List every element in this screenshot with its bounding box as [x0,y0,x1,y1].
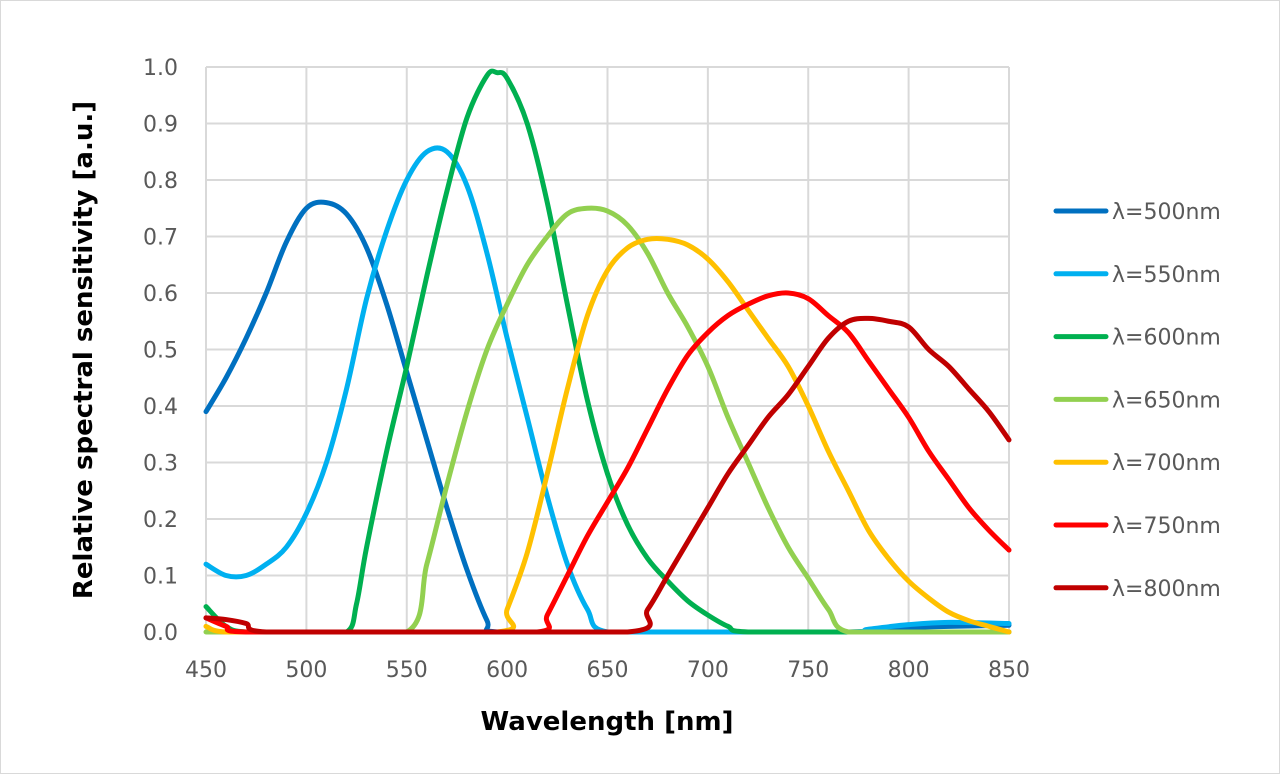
x-tick-label: 600 [486,658,528,683]
y-tick-label: 0.6 [143,282,178,307]
x-tick-label: 550 [386,658,428,683]
series-lines [203,68,1012,635]
y-tick-label: 1.0 [143,56,178,81]
y-tick-label: 0.2 [143,508,178,533]
legend-label: λ=600nm [1112,326,1221,351]
legend-label: λ=800nm [1112,577,1221,602]
y-tick-label: 0.4 [143,395,178,420]
y-tick-label: 0.3 [143,452,178,477]
x-tick-label: 650 [587,658,629,683]
tick-labels: 450 500 550 600 650 700 750 800 850 0.0 0.1 0.2 0.3 0… [143,56,1030,683]
series-line-650nm [203,205,1012,635]
y-tick-label: 0.7 [143,226,178,251]
legend-label: λ=500nm [1112,200,1221,225]
x-tick-label: 750 [787,658,829,683]
legend-label: λ=650nm [1112,388,1221,413]
x-axis-label: Wavelength [nm] [481,707,734,737]
x-tick-label: 450 [185,658,227,683]
y-tick-label: 0.1 [143,565,178,590]
legend-label: λ=550nm [1112,263,1221,288]
series-line-800nm [203,315,1012,635]
x-tick-label: 700 [687,658,729,683]
series-line-700nm [203,235,1012,635]
y-tick-label: 0.5 [143,339,178,364]
y-axis-label: Relative spectral sensitivity [a.u.] [69,101,99,599]
gridlines [205,66,1010,633]
y-tick-label: 0.9 [143,113,178,138]
series-line-600nm [203,68,1012,635]
y-tick-label: 0.0 [143,621,178,646]
x-tick-label: 500 [285,658,327,683]
x-tick-label: 800 [888,658,930,683]
legend: λ=500nm λ=550nm λ=600nm λ=650nm λ=700nm λ=750… [1053,200,1221,602]
x-tick-label: 850 [988,658,1030,683]
y-tick-label: 0.8 [143,169,178,194]
legend-label: λ=700nm [1112,451,1221,476]
legend-label: λ=750nm [1112,514,1221,539]
